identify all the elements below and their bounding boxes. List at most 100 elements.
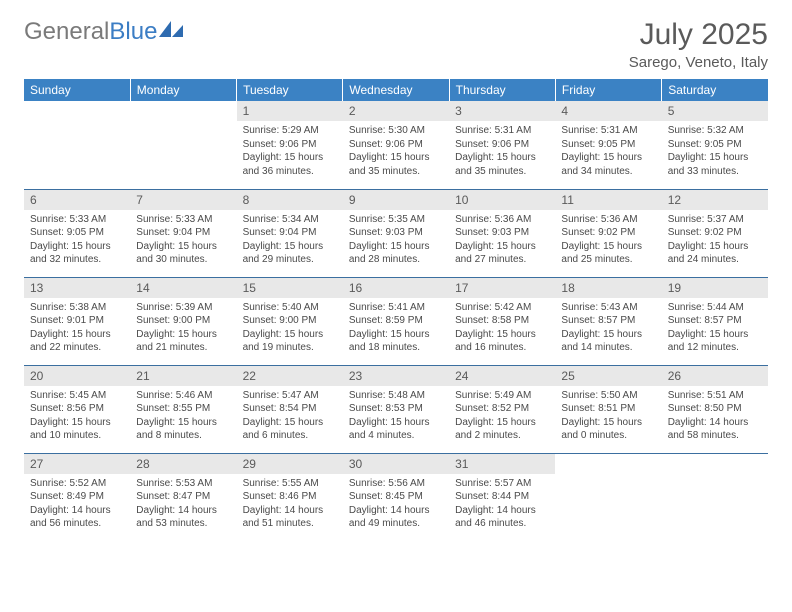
daylight-text: and 46 minutes.	[455, 517, 549, 531]
daylight-text: and 24 minutes.	[668, 253, 762, 267]
day-body: Sunrise: 5:33 AMSunset: 9:05 PMDaylight:…	[24, 210, 130, 271]
day-number: 5	[662, 101, 768, 121]
day-body: Sunrise: 5:29 AMSunset: 9:06 PMDaylight:…	[237, 121, 343, 182]
sunrise-text: Sunrise: 5:31 AM	[561, 124, 655, 138]
calendar-day-cell: 16Sunrise: 5:41 AMSunset: 8:59 PMDayligh…	[343, 277, 449, 365]
sunset-text: Sunset: 9:04 PM	[136, 226, 230, 240]
sunrise-text: Sunrise: 5:56 AM	[349, 477, 443, 491]
day-body: Sunrise: 5:35 AMSunset: 9:03 PMDaylight:…	[343, 210, 449, 271]
sunrise-text: Sunrise: 5:52 AM	[30, 477, 124, 491]
day-body: Sunrise: 5:47 AMSunset: 8:54 PMDaylight:…	[237, 386, 343, 447]
daylight-text: and 27 minutes.	[455, 253, 549, 267]
daylight-text: Daylight: 15 hours	[561, 151, 655, 165]
sunset-text: Sunset: 9:03 PM	[455, 226, 549, 240]
calendar-day-cell: 23Sunrise: 5:48 AMSunset: 8:53 PMDayligh…	[343, 365, 449, 453]
sunrise-text: Sunrise: 5:36 AM	[561, 213, 655, 227]
sunrise-text: Sunrise: 5:45 AM	[30, 389, 124, 403]
daylight-text: and 14 minutes.	[561, 341, 655, 355]
sunset-text: Sunset: 9:06 PM	[455, 138, 549, 152]
day-number: 17	[449, 278, 555, 298]
day-header-row: SundayMondayTuesdayWednesdayThursdayFrid…	[24, 79, 768, 101]
sunset-text: Sunset: 9:06 PM	[243, 138, 337, 152]
day-number: 28	[130, 454, 236, 474]
daylight-text: Daylight: 15 hours	[668, 328, 762, 342]
sunrise-text: Sunrise: 5:34 AM	[243, 213, 337, 227]
daylight-text: Daylight: 15 hours	[349, 328, 443, 342]
day-number: 21	[130, 366, 236, 386]
sunrise-text: Sunrise: 5:53 AM	[136, 477, 230, 491]
day-body: Sunrise: 5:44 AMSunset: 8:57 PMDaylight:…	[662, 298, 768, 359]
day-number: 22	[237, 366, 343, 386]
sunrise-text: Sunrise: 5:33 AM	[30, 213, 124, 227]
sunrise-text: Sunrise: 5:38 AM	[30, 301, 124, 315]
calendar-empty-cell	[130, 101, 236, 189]
sunrise-text: Sunrise: 5:43 AM	[561, 301, 655, 315]
calendar-day-cell: 12Sunrise: 5:37 AMSunset: 9:02 PMDayligh…	[662, 189, 768, 277]
logo: GeneralBlue	[24, 18, 185, 46]
sunrise-text: Sunrise: 5:55 AM	[243, 477, 337, 491]
calendar-day-cell: 18Sunrise: 5:43 AMSunset: 8:57 PMDayligh…	[555, 277, 661, 365]
sunrise-text: Sunrise: 5:47 AM	[243, 389, 337, 403]
sunrise-text: Sunrise: 5:46 AM	[136, 389, 230, 403]
day-body: Sunrise: 5:40 AMSunset: 9:00 PMDaylight:…	[237, 298, 343, 359]
day-body: Sunrise: 5:33 AMSunset: 9:04 PMDaylight:…	[130, 210, 236, 271]
sunrise-text: Sunrise: 5:48 AM	[349, 389, 443, 403]
daylight-text: Daylight: 15 hours	[455, 416, 549, 430]
calendar-row: 13Sunrise: 5:38 AMSunset: 9:01 PMDayligh…	[24, 277, 768, 365]
daylight-text: and 51 minutes.	[243, 517, 337, 531]
sunrise-text: Sunrise: 5:30 AM	[349, 124, 443, 138]
day-number: 16	[343, 278, 449, 298]
daylight-text: and 21 minutes.	[136, 341, 230, 355]
calendar-day-cell: 19Sunrise: 5:44 AMSunset: 8:57 PMDayligh…	[662, 277, 768, 365]
daylight-text: and 2 minutes.	[455, 429, 549, 443]
calendar-day-cell: 13Sunrise: 5:38 AMSunset: 9:01 PMDayligh…	[24, 277, 130, 365]
daylight-text: Daylight: 15 hours	[561, 416, 655, 430]
sunrise-text: Sunrise: 5:51 AM	[668, 389, 762, 403]
sunrise-text: Sunrise: 5:35 AM	[349, 213, 443, 227]
calendar-empty-cell	[24, 101, 130, 189]
daylight-text: and 35 minutes.	[349, 165, 443, 179]
day-body: Sunrise: 5:48 AMSunset: 8:53 PMDaylight:…	[343, 386, 449, 447]
sunset-text: Sunset: 9:05 PM	[30, 226, 124, 240]
day-body: Sunrise: 5:31 AMSunset: 9:05 PMDaylight:…	[555, 121, 661, 182]
daylight-text: Daylight: 15 hours	[136, 240, 230, 254]
day-number: 29	[237, 454, 343, 474]
sunrise-text: Sunrise: 5:32 AM	[668, 124, 762, 138]
daylight-text: Daylight: 15 hours	[30, 416, 124, 430]
day-number: 20	[24, 366, 130, 386]
header: GeneralBlue July 2025 Sarego, Veneto, It…	[24, 18, 768, 71]
sunrise-text: Sunrise: 5:33 AM	[136, 213, 230, 227]
day-body: Sunrise: 5:49 AMSunset: 8:52 PMDaylight:…	[449, 386, 555, 447]
calendar-day-cell: 22Sunrise: 5:47 AMSunset: 8:54 PMDayligh…	[237, 365, 343, 453]
day-body: Sunrise: 5:45 AMSunset: 8:56 PMDaylight:…	[24, 386, 130, 447]
daylight-text: Daylight: 15 hours	[455, 151, 549, 165]
calendar-day-cell: 28Sunrise: 5:53 AMSunset: 8:47 PMDayligh…	[130, 453, 236, 541]
day-number: 8	[237, 190, 343, 210]
calendar-day-cell: 15Sunrise: 5:40 AMSunset: 9:00 PMDayligh…	[237, 277, 343, 365]
daylight-text: and 58 minutes.	[668, 429, 762, 443]
sunset-text: Sunset: 8:53 PM	[349, 402, 443, 416]
day-body: Sunrise: 5:42 AMSunset: 8:58 PMDaylight:…	[449, 298, 555, 359]
day-body: Sunrise: 5:56 AMSunset: 8:45 PMDaylight:…	[343, 474, 449, 535]
sunset-text: Sunset: 9:00 PM	[136, 314, 230, 328]
logo-text-gray: General	[24, 18, 109, 46]
calendar-empty-cell	[555, 453, 661, 541]
day-body: Sunrise: 5:36 AMSunset: 9:02 PMDaylight:…	[555, 210, 661, 271]
daylight-text: and 33 minutes.	[668, 165, 762, 179]
day-body: Sunrise: 5:31 AMSunset: 9:06 PMDaylight:…	[449, 121, 555, 182]
calendar-day-cell: 5Sunrise: 5:32 AMSunset: 9:05 PMDaylight…	[662, 101, 768, 189]
daylight-text: and 19 minutes.	[243, 341, 337, 355]
day-number: 10	[449, 190, 555, 210]
calendar-day-cell: 24Sunrise: 5:49 AMSunset: 8:52 PMDayligh…	[449, 365, 555, 453]
day-body: Sunrise: 5:55 AMSunset: 8:46 PMDaylight:…	[237, 474, 343, 535]
daylight-text: Daylight: 14 hours	[30, 504, 124, 518]
day-number: 26	[662, 366, 768, 386]
daylight-text: Daylight: 15 hours	[243, 416, 337, 430]
sunset-text: Sunset: 8:55 PM	[136, 402, 230, 416]
sunrise-text: Sunrise: 5:42 AM	[455, 301, 549, 315]
day-number: 13	[24, 278, 130, 298]
daylight-text: and 6 minutes.	[243, 429, 337, 443]
day-body: Sunrise: 5:30 AMSunset: 9:06 PMDaylight:…	[343, 121, 449, 182]
daylight-text: and 53 minutes.	[136, 517, 230, 531]
daylight-text: and 18 minutes.	[349, 341, 443, 355]
